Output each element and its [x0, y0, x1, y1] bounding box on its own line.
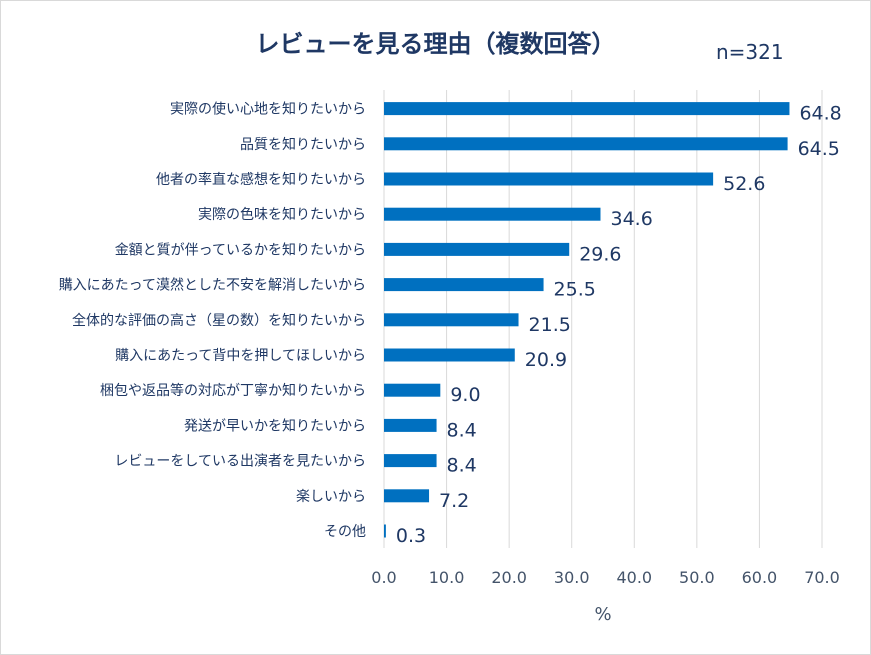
- x-tick-label: 30.0: [554, 568, 590, 587]
- x-tick-label: 50.0: [679, 568, 715, 587]
- data-label: 25.5: [554, 279, 596, 301]
- category-label: 購入にあたって漠然とした不安を解消したいから: [59, 277, 366, 294]
- x-tick-label: 60.0: [742, 568, 778, 587]
- category-label: 購入にあたって背中を押してほしいから: [115, 348, 366, 364]
- chart-title: レビューを見る理由（複数回答）: [255, 30, 616, 58]
- bar: [384, 348, 515, 362]
- bar: [384, 489, 430, 503]
- category-label: 発送が早いかを知りたいから: [184, 417, 366, 434]
- data-label: 29.6: [579, 243, 621, 265]
- bar: [384, 278, 544, 292]
- data-label: 8.4: [447, 419, 477, 441]
- data-label: 7.2: [439, 490, 469, 512]
- category-label: 他者の率直な感想を知りたいから: [156, 171, 366, 188]
- data-label: 20.9: [525, 349, 567, 371]
- x-axis-label: %: [594, 604, 611, 625]
- bar: [384, 383, 441, 397]
- bar: [384, 242, 570, 256]
- x-tick-label: 10.0: [429, 568, 465, 587]
- bar: [384, 454, 437, 468]
- bar: [384, 102, 790, 116]
- category-label: 品質を知りたいから: [240, 136, 366, 153]
- data-label: 21.5: [529, 314, 571, 336]
- category-label: 梱包や返品等の対応が丁寧か知りたいから: [100, 382, 366, 399]
- category-label: 金額と質が伴っているかを知りたいから: [115, 241, 366, 258]
- bar: [384, 207, 601, 221]
- category-label: 全体的な評価の高さ（星の数）を知りたいから: [72, 312, 366, 329]
- sample-size-label: n=321: [716, 40, 784, 64]
- bar: [384, 172, 714, 186]
- bar: [384, 418, 437, 432]
- bar: [384, 137, 788, 151]
- data-label: 64.8: [799, 103, 841, 125]
- data-label: 0.3: [396, 525, 426, 547]
- category-label: その他: [324, 524, 366, 540]
- data-label: 64.5: [798, 138, 840, 160]
- bar: [384, 313, 519, 327]
- data-label: 34.6: [610, 208, 652, 230]
- category-label: 実際の使い心地を知りたいから: [170, 101, 366, 118]
- category-label: レビューをしている出演者を見たいから: [114, 454, 366, 470]
- x-tick-label: 70.0: [804, 568, 840, 587]
- bar: [384, 524, 386, 538]
- x-tick-label: 20.0: [491, 568, 527, 587]
- category-label: 実際の色味を知りたいから: [198, 206, 366, 223]
- x-tick-label: 40.0: [616, 568, 652, 587]
- data-label: 9.0: [450, 384, 480, 406]
- x-tick-label: 0.0: [371, 568, 396, 587]
- category-label: 楽しいから: [296, 489, 366, 505]
- data-label: 52.6: [723, 173, 765, 195]
- data-label: 8.4: [447, 455, 477, 477]
